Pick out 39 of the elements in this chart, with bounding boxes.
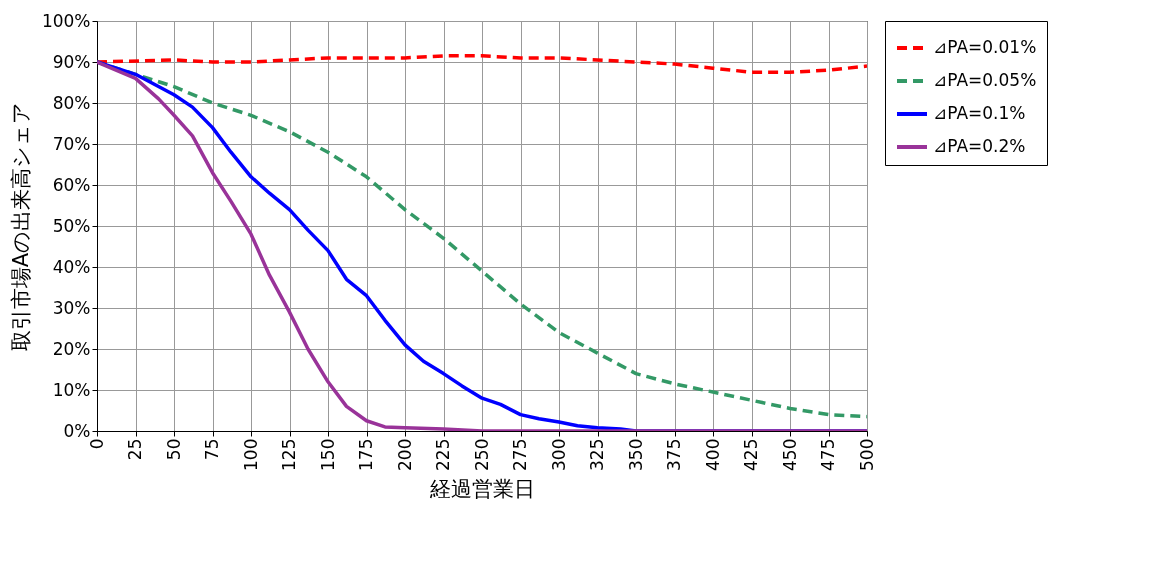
x-tick-label: 475	[818, 438, 838, 471]
y-tick-label: 70%	[52, 133, 91, 154]
y-tick-label: 50%	[52, 215, 91, 236]
y-tick-label: 40%	[52, 256, 91, 277]
legend-label: ⊿PA=0.01%	[933, 37, 1037, 57]
x-tick-label: 75	[202, 438, 222, 461]
x-tick-label: 50	[163, 438, 184, 461]
y-axis-title: 取引市場Aの出来高シェア	[8, 101, 33, 352]
x-tick-label: 300	[548, 438, 569, 471]
x-tick-label: 350	[625, 438, 646, 471]
x-tick-label: 225	[433, 438, 453, 471]
x-tick-label: 200	[394, 438, 415, 471]
x-axis-title: 経過営業日	[429, 476, 535, 501]
x-tick-label: 175	[356, 438, 376, 471]
y-tick-label: 10%	[52, 379, 91, 400]
y-tick-label: 0%	[63, 420, 91, 441]
y-tick-label: 100%	[41, 10, 91, 31]
x-tick-label: 25	[125, 438, 145, 461]
legend-label: ⊿PA=0.05%	[933, 70, 1037, 90]
x-tick-label: 425	[741, 438, 761, 471]
line-series	[97, 54, 867, 74]
x-tick-label: 250	[471, 438, 492, 471]
x-tick-label: 500	[856, 438, 877, 471]
x-tick-label: 325	[587, 438, 607, 471]
x-tick-label: 100	[240, 438, 261, 471]
legend-label: ⊿PA=0.2%	[933, 136, 1026, 156]
x-tick-label: 400	[702, 438, 723, 471]
x-tick-label: 150	[317, 438, 338, 471]
y-tick-label: 90%	[52, 51, 91, 72]
y-tick-label: 20%	[52, 338, 91, 359]
y-tick-label: 80%	[52, 92, 91, 113]
y-tick-label: 60%	[52, 174, 91, 195]
x-tick-label: 375	[664, 438, 684, 471]
y-tick-label: 30%	[52, 297, 91, 318]
legend-label: ⊿PA=0.1%	[933, 103, 1026, 123]
x-tick-label: 0	[86, 438, 107, 450]
x-tick-label: 275	[510, 438, 530, 471]
x-tick-label: 450	[779, 438, 800, 471]
x-tick-label: 125	[279, 438, 299, 471]
